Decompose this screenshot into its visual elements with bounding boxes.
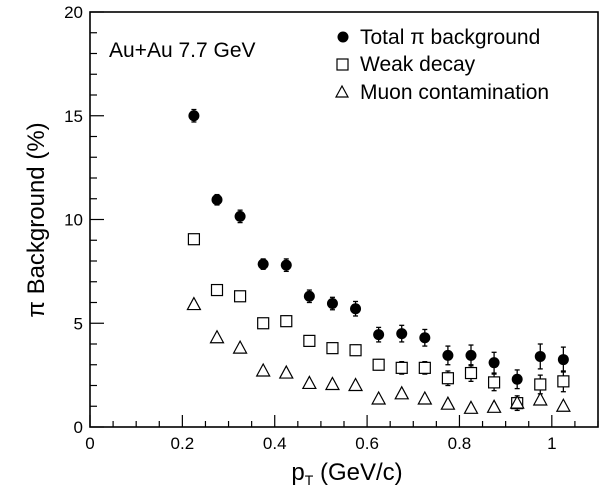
data-point xyxy=(257,317,270,330)
x-tick-label: 1 xyxy=(547,434,556,453)
data-point xyxy=(257,258,269,270)
data-point xyxy=(486,399,502,413)
x-axis-label-unit: (GeV/c) xyxy=(313,459,402,486)
x-tick-label: 0.2 xyxy=(171,434,195,453)
data-point xyxy=(326,298,338,310)
data-point xyxy=(557,354,569,366)
data-point xyxy=(372,358,385,371)
data-point xyxy=(488,357,500,369)
data-point xyxy=(487,376,501,389)
data-point xyxy=(441,372,455,385)
y-tick-label: 10 xyxy=(64,211,83,230)
data-point xyxy=(303,334,316,347)
data-point xyxy=(532,391,548,406)
data-point xyxy=(187,233,201,246)
y-tick-label: 0 xyxy=(74,418,83,437)
legend-label-muon: Muon contamination xyxy=(360,81,549,104)
x-axis: 0 0.2 0.4 0.6 0.8 1 xyxy=(85,415,599,453)
data-point xyxy=(255,362,271,377)
data-point xyxy=(463,400,479,414)
data-point xyxy=(396,328,408,340)
series-3 xyxy=(186,296,571,414)
data-point xyxy=(557,375,570,388)
y-tick-label: 15 xyxy=(64,107,83,126)
data-point xyxy=(324,376,340,391)
data-point xyxy=(373,329,385,341)
y-tick-label: 5 xyxy=(74,314,83,333)
data-point xyxy=(418,361,431,374)
data-point xyxy=(442,349,454,361)
data-point xyxy=(417,390,433,405)
legend-marker-weak xyxy=(336,58,349,71)
data-point xyxy=(465,349,477,361)
legend-marker-muon xyxy=(334,84,350,98)
y-tick-label: 20 xyxy=(64,3,83,22)
data-point xyxy=(371,390,387,405)
y-axis-label: π Background (%) xyxy=(23,122,50,317)
x-axis-label-main: p xyxy=(291,459,304,486)
data-point xyxy=(326,342,339,355)
series-2 xyxy=(187,233,570,412)
annotation-label: Au+Au 7.7 GeV xyxy=(109,39,256,62)
data-point xyxy=(350,303,362,315)
data-point xyxy=(186,296,202,311)
series-1 xyxy=(188,108,569,390)
data-marks xyxy=(186,108,571,414)
data-point xyxy=(232,339,248,354)
data-point xyxy=(440,395,456,410)
data-point xyxy=(534,350,546,362)
data-point xyxy=(419,332,431,344)
data-point xyxy=(234,210,246,222)
x-tick-label: 0.4 xyxy=(263,434,287,453)
data-point xyxy=(349,344,362,357)
x-tick-label: 0.8 xyxy=(448,434,472,453)
plot-frame xyxy=(89,11,599,428)
legend-marker-total xyxy=(337,31,349,43)
x-axis-label-sub: T xyxy=(305,472,314,488)
data-point xyxy=(509,394,525,409)
data-point xyxy=(303,290,315,302)
y-axis: 0 5 10 15 20 xyxy=(64,3,104,437)
data-point xyxy=(348,377,364,392)
data-point xyxy=(464,366,478,380)
data-point xyxy=(211,194,223,206)
data-point xyxy=(301,375,317,390)
data-point xyxy=(210,283,224,297)
x-tick-label: 0.6 xyxy=(355,434,379,453)
data-point xyxy=(209,329,225,344)
legend: Total π background Weak decay Muon conta… xyxy=(334,26,549,104)
data-point xyxy=(511,373,523,385)
data-point xyxy=(280,259,292,271)
data-point xyxy=(280,315,293,328)
x-axis-label: pT (GeV/c) xyxy=(291,459,402,488)
data-point xyxy=(534,378,547,391)
x-tick-label: 0 xyxy=(85,434,94,453)
legend-label-total: Total π background xyxy=(360,26,540,49)
legend-label-weak: Weak decay xyxy=(360,53,476,76)
data-point xyxy=(395,361,408,374)
data-point xyxy=(555,397,571,412)
data-point xyxy=(188,110,200,122)
data-point xyxy=(394,385,410,400)
data-point xyxy=(278,364,294,379)
data-point xyxy=(233,290,247,303)
